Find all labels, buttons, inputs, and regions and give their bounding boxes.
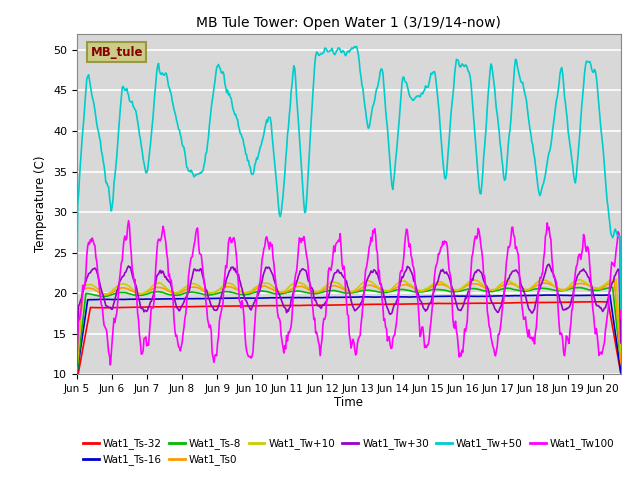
Legend: Wat1_Ts-32, Wat1_Ts-16, Wat1_Ts-8, Wat1_Ts0, Wat1_Tw+10, Wat1_Tw+30, Wat1_Tw+50,: Wat1_Ts-32, Wat1_Ts-16, Wat1_Ts-8, Wat1_… [79, 434, 619, 469]
Y-axis label: Temperature (C): Temperature (C) [35, 156, 47, 252]
Text: MB_tule: MB_tule [90, 46, 143, 59]
Title: MB Tule Tower: Open Water 1 (3/19/14-now): MB Tule Tower: Open Water 1 (3/19/14-now… [196, 16, 501, 30]
X-axis label: Time: Time [334, 396, 364, 408]
